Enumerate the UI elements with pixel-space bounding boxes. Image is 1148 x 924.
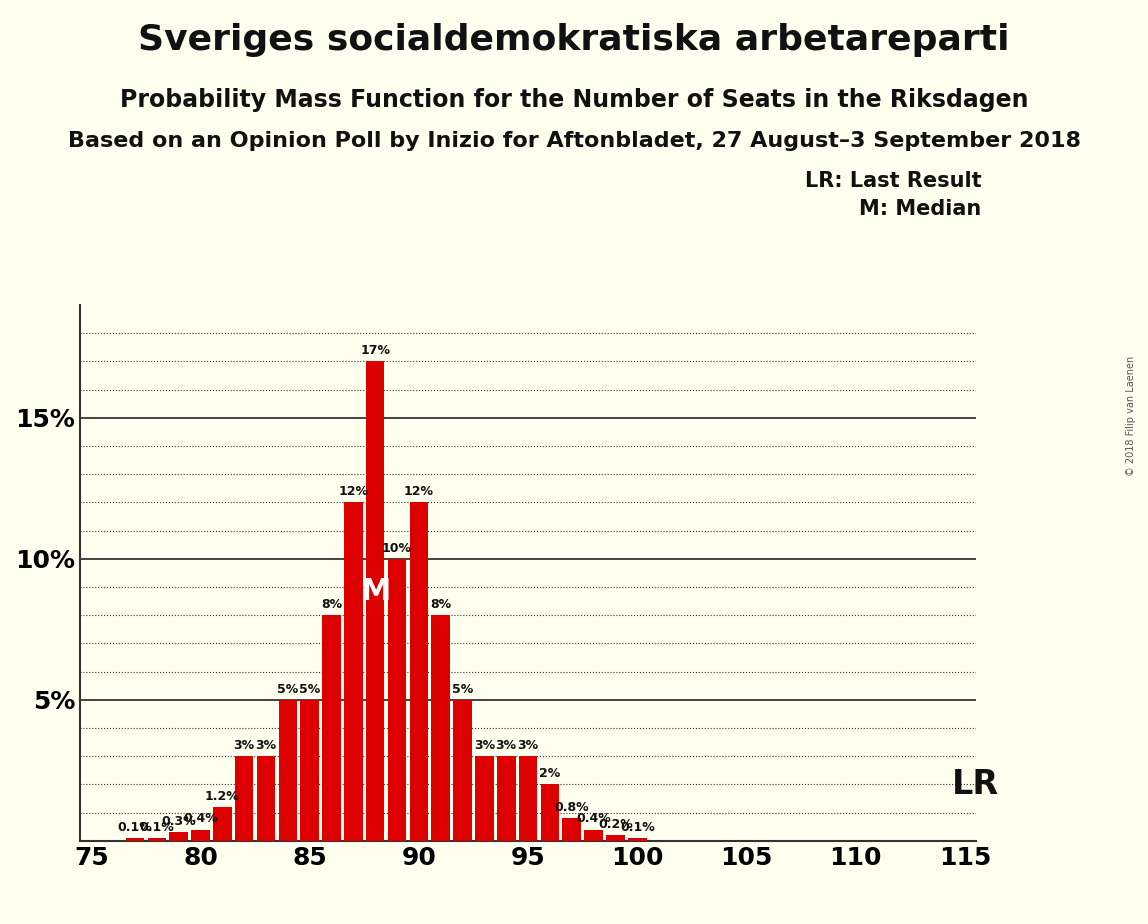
Text: 2%: 2% (540, 767, 560, 780)
Bar (192, 830, 210, 841)
Text: 10%: 10% (382, 541, 412, 554)
Bar (323, 615, 341, 841)
Bar (366, 361, 385, 841)
Text: LR: LR (952, 768, 999, 801)
Bar (235, 756, 254, 841)
Bar (344, 503, 363, 841)
Bar (432, 615, 450, 841)
Text: LR: Last Result: LR: Last Result (805, 171, 982, 191)
Bar (541, 784, 559, 841)
Text: 17%: 17% (360, 344, 390, 357)
Text: 3%: 3% (496, 739, 517, 752)
Bar (257, 756, 276, 841)
Bar (170, 833, 188, 841)
Text: 8%: 8% (321, 598, 342, 611)
Text: Based on an Opinion Poll by Inizio for Aftonbladet, 27 August–3 September 2018: Based on an Opinion Poll by Inizio for A… (68, 131, 1080, 152)
Bar (606, 835, 625, 841)
Text: 8%: 8% (430, 598, 451, 611)
Text: 12%: 12% (339, 485, 369, 498)
Bar (410, 503, 428, 841)
Text: 5%: 5% (300, 683, 320, 696)
Bar (279, 699, 297, 841)
Text: 0.4%: 0.4% (183, 812, 218, 825)
Text: 5%: 5% (277, 683, 298, 696)
Bar (125, 838, 145, 841)
Text: 0.3%: 0.3% (162, 815, 196, 828)
Bar (301, 699, 319, 841)
Text: 0.1%: 0.1% (139, 821, 174, 833)
Text: Sveriges socialdemokratiska arbetareparti: Sveriges socialdemokratiska arbetarepart… (138, 23, 1010, 57)
Text: 3%: 3% (518, 739, 538, 752)
Bar (475, 756, 494, 841)
Bar (519, 756, 537, 841)
Bar (148, 838, 166, 841)
Text: 1.2%: 1.2% (205, 790, 240, 803)
Text: 3%: 3% (233, 739, 255, 752)
Text: M: M (360, 577, 390, 606)
Text: 0.2%: 0.2% (598, 818, 633, 831)
Text: 0.1%: 0.1% (620, 821, 654, 833)
Text: 5%: 5% (452, 683, 473, 696)
Text: 0.1%: 0.1% (117, 821, 153, 833)
Text: 3%: 3% (474, 739, 495, 752)
Text: 0.8%: 0.8% (554, 801, 589, 814)
Text: Probability Mass Function for the Number of Seats in the Riksdagen: Probability Mass Function for the Number… (119, 88, 1029, 112)
Text: 12%: 12% (404, 485, 434, 498)
Bar (453, 699, 472, 841)
Text: 0.4%: 0.4% (576, 812, 611, 825)
Bar (214, 807, 232, 841)
Text: 3%: 3% (256, 739, 277, 752)
Bar (628, 838, 646, 841)
Text: M: Median: M: Median (860, 199, 982, 219)
Bar (388, 559, 406, 841)
Bar (563, 819, 581, 841)
Bar (584, 830, 603, 841)
Bar (497, 756, 515, 841)
Text: © 2018 Filip van Laenen: © 2018 Filip van Laenen (1126, 356, 1135, 476)
